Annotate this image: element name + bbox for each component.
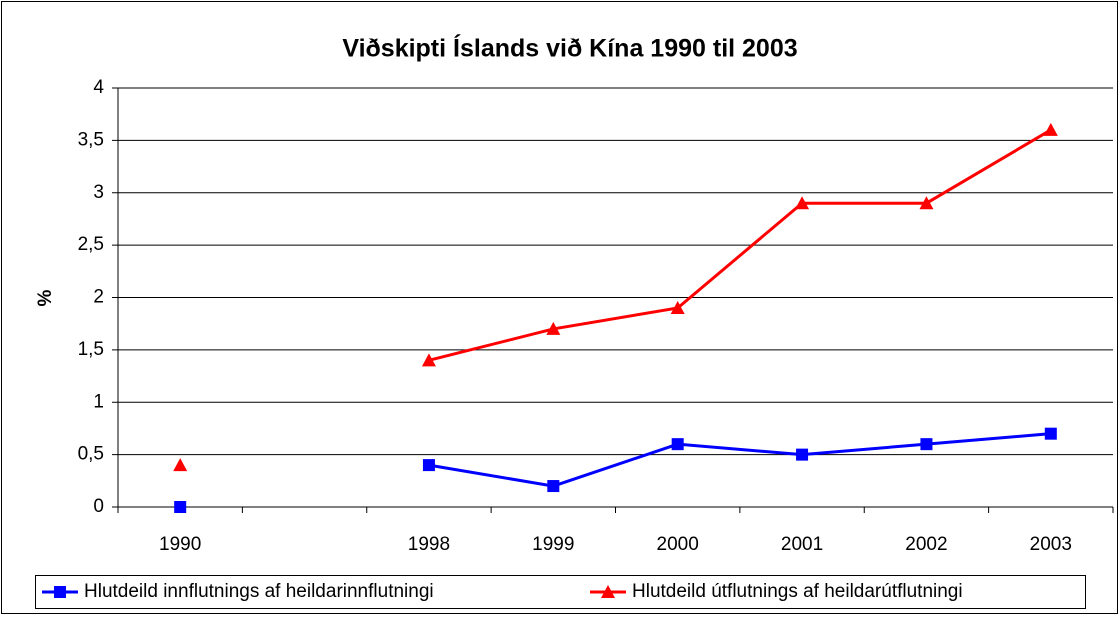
marker <box>173 458 188 472</box>
x-tick-label: 2001 <box>781 534 823 555</box>
y-tick-label: 3 <box>93 182 104 203</box>
marker <box>421 353 436 367</box>
y-tick-label: 4 <box>93 77 104 98</box>
y-tick-label: 0,5 <box>78 444 104 465</box>
x-tick-label: 2000 <box>657 534 699 555</box>
marker <box>919 196 934 210</box>
marker <box>546 321 561 335</box>
marker <box>54 586 66 598</box>
x-tick-label: 2003 <box>1030 534 1072 555</box>
marker <box>1044 427 1057 440</box>
marker <box>547 480 560 493</box>
marker <box>670 300 685 314</box>
y-tick-label: 1 <box>93 391 104 412</box>
y-axis-label: % <box>35 289 56 306</box>
marker <box>601 585 615 598</box>
series-line <box>428 432 1051 488</box>
x-tick-label: 1999 <box>532 534 574 555</box>
marker <box>1043 122 1058 136</box>
series-line <box>428 128 1052 362</box>
y-tick-label: 2 <box>93 287 104 308</box>
y-tick-label: 2,5 <box>78 234 104 255</box>
y-tick-label: 3,5 <box>78 129 104 150</box>
chart-title: Viðskipti Íslands við Kína 1990 til 2003 <box>342 34 797 63</box>
x-tick-label: 1990 <box>159 534 201 555</box>
legend-label: Hlutdeild innflutnings af heildarinnflut… <box>84 581 434 602</box>
x-tick-label: 1998 <box>408 534 450 555</box>
marker <box>920 438 933 451</box>
y-tick-label: 0 <box>93 496 104 517</box>
x-tick-label: 2002 <box>905 534 947 555</box>
marker <box>174 501 187 513</box>
marker <box>422 459 435 472</box>
marker <box>795 196 810 210</box>
y-tick-label: 1,5 <box>78 339 104 360</box>
legend-label: Hlutdeild útflutnings af heildarútflutni… <box>632 581 963 602</box>
legend <box>35 575 1086 609</box>
marker <box>671 438 684 451</box>
marker <box>796 448 809 461</box>
